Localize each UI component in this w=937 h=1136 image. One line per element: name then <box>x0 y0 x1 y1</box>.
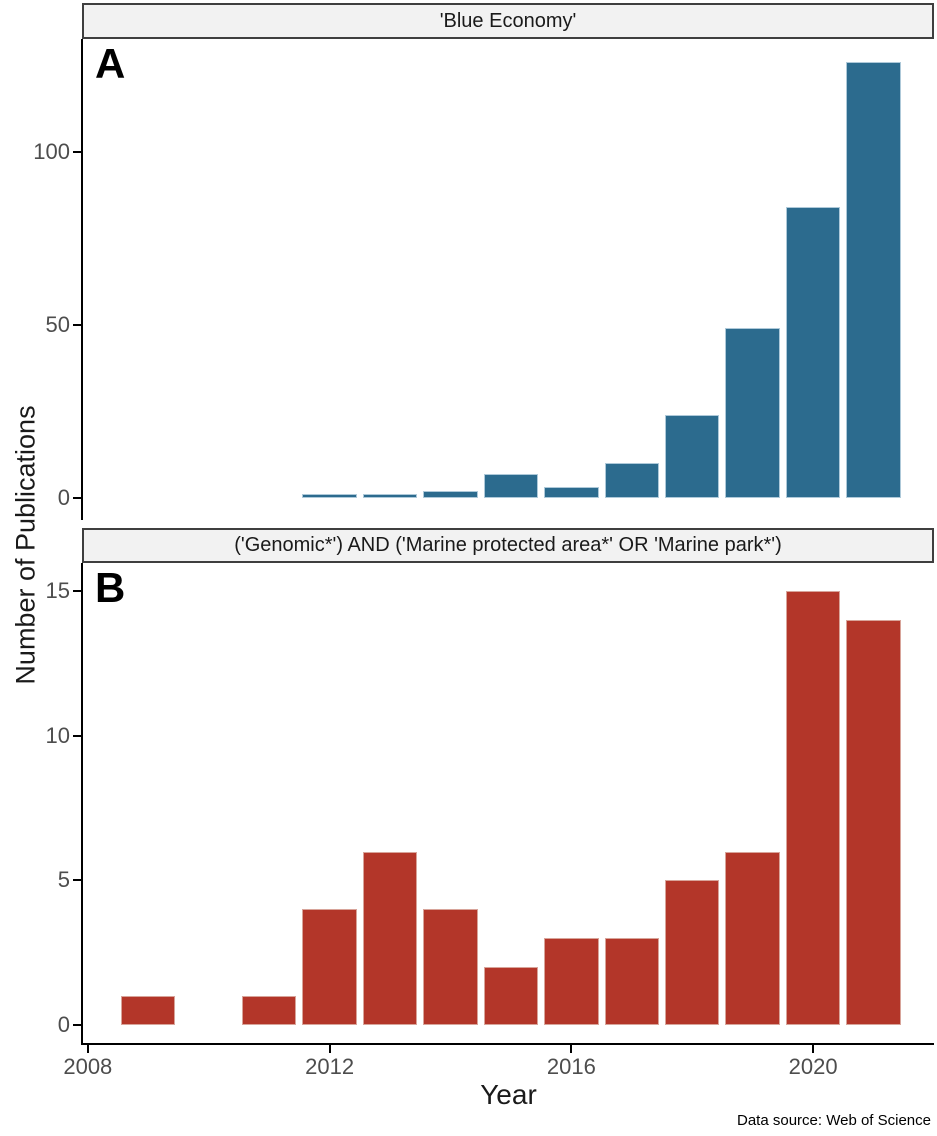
panel-a-plot-area: A <box>83 39 934 520</box>
bar-b-2015 <box>483 967 539 1026</box>
x-tick-2012 <box>328 1045 331 1053</box>
y-axis-title: Number of Publications <box>10 405 41 685</box>
bar-a-2021 <box>846 61 901 498</box>
x-tick-label-2008: 2008 <box>63 1054 113 1079</box>
x-tick-2020 <box>812 1045 815 1053</box>
bar-a-2013 <box>362 494 418 498</box>
panel-a-strip: 'Blue Economy' <box>82 3 934 39</box>
panel-b-plot-area: B <box>83 563 934 1043</box>
x-tick-2008 <box>86 1045 89 1053</box>
y-axis-line-a <box>81 39 83 520</box>
bar-b-2020 <box>785 591 841 1026</box>
bar-b-2014 <box>423 909 478 1026</box>
bar-b-2011 <box>241 996 297 1026</box>
y-tick-label-a-100: 100 <box>33 138 70 164</box>
y-tick-a-50 <box>73 323 81 326</box>
bar-a-2020 <box>785 207 841 498</box>
y-tick-b-0 <box>73 1024 81 1027</box>
bar-b-2021 <box>846 620 901 1026</box>
bar-b-2013 <box>362 851 418 1026</box>
y-tick-label-b-0: 0 <box>57 1012 70 1038</box>
x-tick-label-2016: 2016 <box>546 1054 596 1079</box>
y-tick-label-b-10: 10 <box>45 722 70 748</box>
panel-a-strip-title: 'Blue Economy' <box>439 9 577 32</box>
bar-a-2017 <box>604 463 659 498</box>
x-tick-2016 <box>570 1045 573 1053</box>
data-source-caption: Data source: Web of Science <box>737 1112 931 1129</box>
bar-b-2018 <box>665 880 720 1026</box>
bar-a-2014 <box>423 490 478 498</box>
bar-a-2016 <box>544 487 599 498</box>
y-tick-b-10 <box>73 734 81 737</box>
y-tick-label-b-15: 15 <box>45 578 70 604</box>
y-tick-a-100 <box>73 150 81 153</box>
bar-b-2012 <box>302 909 357 1026</box>
y-axis-line-b <box>81 563 83 1043</box>
y-tick-b-5 <box>73 879 81 882</box>
y-tick-label-a-50: 50 <box>45 311 70 337</box>
x-tick-label-2012: 2012 <box>305 1054 355 1079</box>
y-tick-label-b-5: 5 <box>57 867 70 893</box>
x-axis-line <box>81 1043 934 1045</box>
y-tick-a-0 <box>73 496 81 499</box>
y-tick-label-a-0: 0 <box>57 484 70 510</box>
panel-b-strip: ('Genomic*') AND ('Marine protected area… <box>82 528 934 563</box>
bar-b-2009 <box>121 996 176 1026</box>
panel-a-letter: A <box>95 40 126 87</box>
bar-b-2017 <box>604 938 659 1026</box>
bar-b-2019 <box>725 851 780 1026</box>
x-axis-title: Year <box>480 1079 537 1110</box>
x-tick-label-2020: 2020 <box>788 1054 838 1079</box>
bar-a-2019 <box>725 328 780 498</box>
bar-a-2018 <box>665 414 720 498</box>
bar-a-2015 <box>483 473 539 498</box>
bar-b-2016 <box>544 938 599 1026</box>
panel-b-letter: B <box>95 564 126 611</box>
panel-b-strip-title: ('Genomic*') AND ('Marine protected area… <box>234 534 782 556</box>
y-tick-b-15 <box>73 590 81 593</box>
bar-a-2012 <box>302 494 357 498</box>
